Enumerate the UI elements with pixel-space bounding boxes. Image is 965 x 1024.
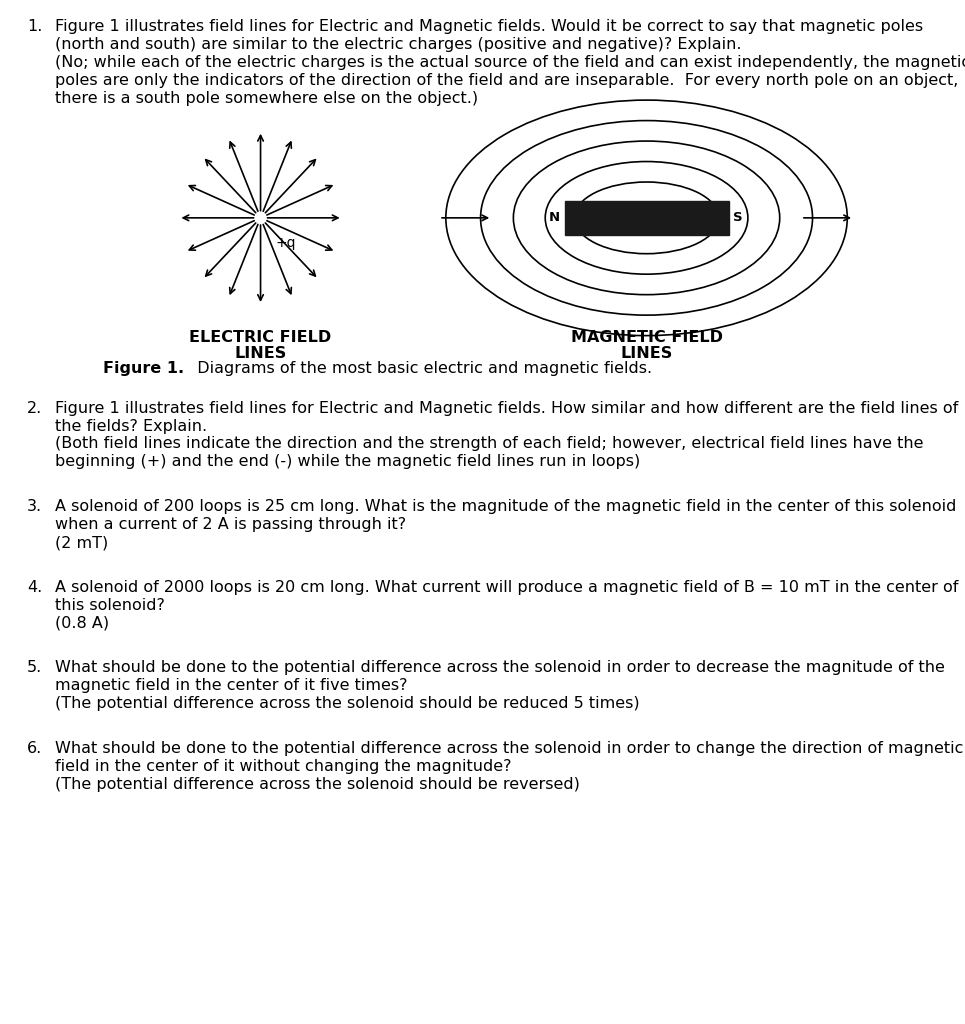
Text: A solenoid of 2000 loops is 20 cm long. What current will produce a magnetic fie: A solenoid of 2000 loops is 20 cm long. … [55,580,958,595]
Text: 1.: 1. [27,19,42,35]
Text: (north and south) are similar to the electric charges (positive and negative)? E: (north and south) are similar to the ele… [55,37,741,52]
Text: Figure 1 illustrates field lines for Electric and Magnetic fields. How similar a: Figure 1 illustrates field lines for Ele… [55,400,958,416]
Text: +q: +q [275,237,295,250]
Text: 6.: 6. [27,741,42,756]
Text: (Both field lines indicate the direction and the strength of each field; however: (Both field lines indicate the direction… [55,436,924,452]
Text: 5.: 5. [27,660,42,676]
Text: magnetic field in the center of it five times?: magnetic field in the center of it five … [55,678,407,693]
Text: N: N [548,211,560,224]
Text: (The potential difference across the solenoid should be reduced 5 times): (The potential difference across the sol… [55,696,640,712]
Text: LINES: LINES [234,346,287,360]
Text: (0.8 A): (0.8 A) [55,615,109,631]
Text: field in the center of it without changing the magnitude?: field in the center of it without changi… [55,759,511,774]
Text: Figure 1.: Figure 1. [103,361,184,376]
Text: this solenoid?: this solenoid? [55,598,165,612]
Text: What should be done to the potential difference across the solenoid in order to : What should be done to the potential dif… [55,741,963,756]
Text: (The potential difference across the solenoid should be reversed): (The potential difference across the sol… [55,777,580,792]
Text: when a current of 2 A is passing through it?: when a current of 2 A is passing through… [55,517,406,532]
Text: (No; while each of the electric charges is the actual source of the field and ca: (No; while each of the electric charges … [55,55,965,71]
Text: S: S [733,211,743,224]
Text: LINES: LINES [620,346,673,360]
Text: the fields? Explain.: the fields? Explain. [55,419,207,433]
Text: Diagrams of the most basic electric and magnetic fields.: Diagrams of the most basic electric and … [187,361,652,376]
Text: beginning (+) and the end (-) while the magnetic field lines run in loops): beginning (+) and the end (-) while the … [55,455,640,469]
Text: ELECTRIC FIELD: ELECTRIC FIELD [189,331,332,345]
Text: 4.: 4. [27,580,42,595]
Text: poles are only the indicators of the direction of the field and are inseparable.: poles are only the indicators of the dir… [55,73,958,88]
Text: MAGNETIC FIELD: MAGNETIC FIELD [570,331,723,345]
Bar [565,201,729,234]
Text: What should be done to the potential difference across the solenoid in order to : What should be done to the potential dif… [55,660,945,676]
Text: there is a south pole somewhere else on the object.): there is a south pole somewhere else on … [55,91,478,106]
Text: A solenoid of 200 loops is 25 cm long. What is the magnitude of the magnetic fie: A solenoid of 200 loops is 25 cm long. W… [55,499,956,514]
Text: 3.: 3. [27,499,42,514]
Text: 2.: 2. [27,400,42,416]
Text: (2 mT): (2 mT) [55,535,108,550]
Text: Figure 1 illustrates field lines for Electric and Magnetic fields. Would it be c: Figure 1 illustrates field lines for Ele… [55,19,924,35]
